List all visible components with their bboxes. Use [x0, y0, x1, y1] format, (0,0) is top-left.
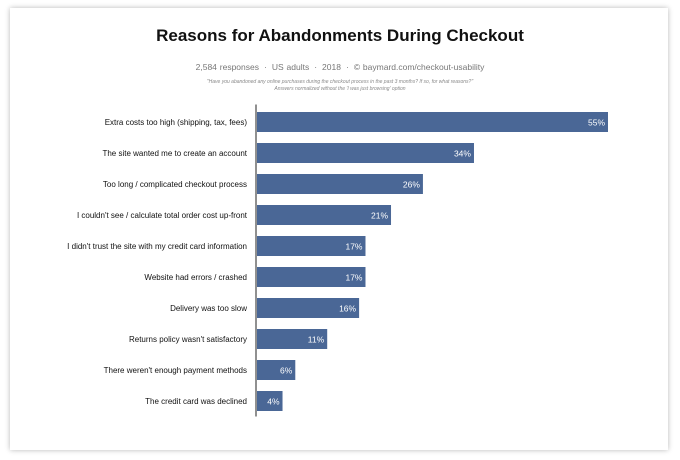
bar — [257, 143, 474, 163]
category-label: Too long / complicated checkout process — [103, 180, 247, 189]
subtitle-audience: US adults — [271, 62, 310, 72]
bar — [257, 112, 608, 132]
category-label: I couldn't see / calculate total order c… — [77, 211, 248, 220]
bar — [257, 174, 423, 194]
category-label: The site wanted me to create an account — [102, 149, 247, 158]
bar — [257, 205, 392, 225]
category-label: There weren't enough payment methods — [104, 366, 247, 375]
bar — [257, 360, 296, 380]
category-label: Returns policy wasn't satisfactory — [129, 335, 247, 344]
value-label: 16% — [339, 304, 356, 314]
bar — [257, 267, 366, 287]
subtitle-separator: · — [345, 62, 349, 72]
value-label: 55% — [588, 118, 605, 128]
chart-subtitle: 2,584 responses · US adults · 2018 · © baymard… — [0, 62, 680, 72]
value-label: 26% — [403, 180, 420, 190]
value-label: 17% — [345, 273, 362, 283]
category-label: I didn't trust the site with my credit c… — [67, 242, 247, 251]
value-label: 21% — [371, 211, 388, 221]
category-label: Website had errors / crashed — [144, 273, 247, 282]
value-label: 34% — [454, 149, 471, 159]
chart-card — [10, 8, 668, 450]
category-label: Extra costs too high (shipping, tax, fee… — [105, 118, 248, 127]
category-label: The credit card was declined — [145, 397, 247, 406]
subtitle-separator: · — [314, 62, 318, 72]
bar — [257, 298, 360, 318]
value-label: 11% — [308, 335, 325, 345]
subtitle-separator: · — [264, 62, 267, 72]
bar — [257, 236, 366, 256]
value-label: 4% — [267, 397, 280, 407]
bar — [257, 329, 328, 349]
subtitle-responses: 2,584 responses — [195, 62, 259, 72]
bar — [257, 391, 283, 411]
value-label: 6% — [280, 366, 293, 376]
chart-title: Reasons for Abandonments During Checkout — [156, 26, 524, 45]
category-label: Delivery was too slow — [170, 304, 247, 313]
value-label: 17% — [345, 242, 362, 252]
subtitle-source: © baymard.com/checkout-usability — [353, 62, 485, 72]
survey-question-note: "Have you abandoned any online purchases… — [206, 79, 474, 85]
subtitle-year: 2018 — [322, 62, 341, 72]
normalization-note: Answers normalized without the 'I was ju… — [274, 86, 406, 92]
